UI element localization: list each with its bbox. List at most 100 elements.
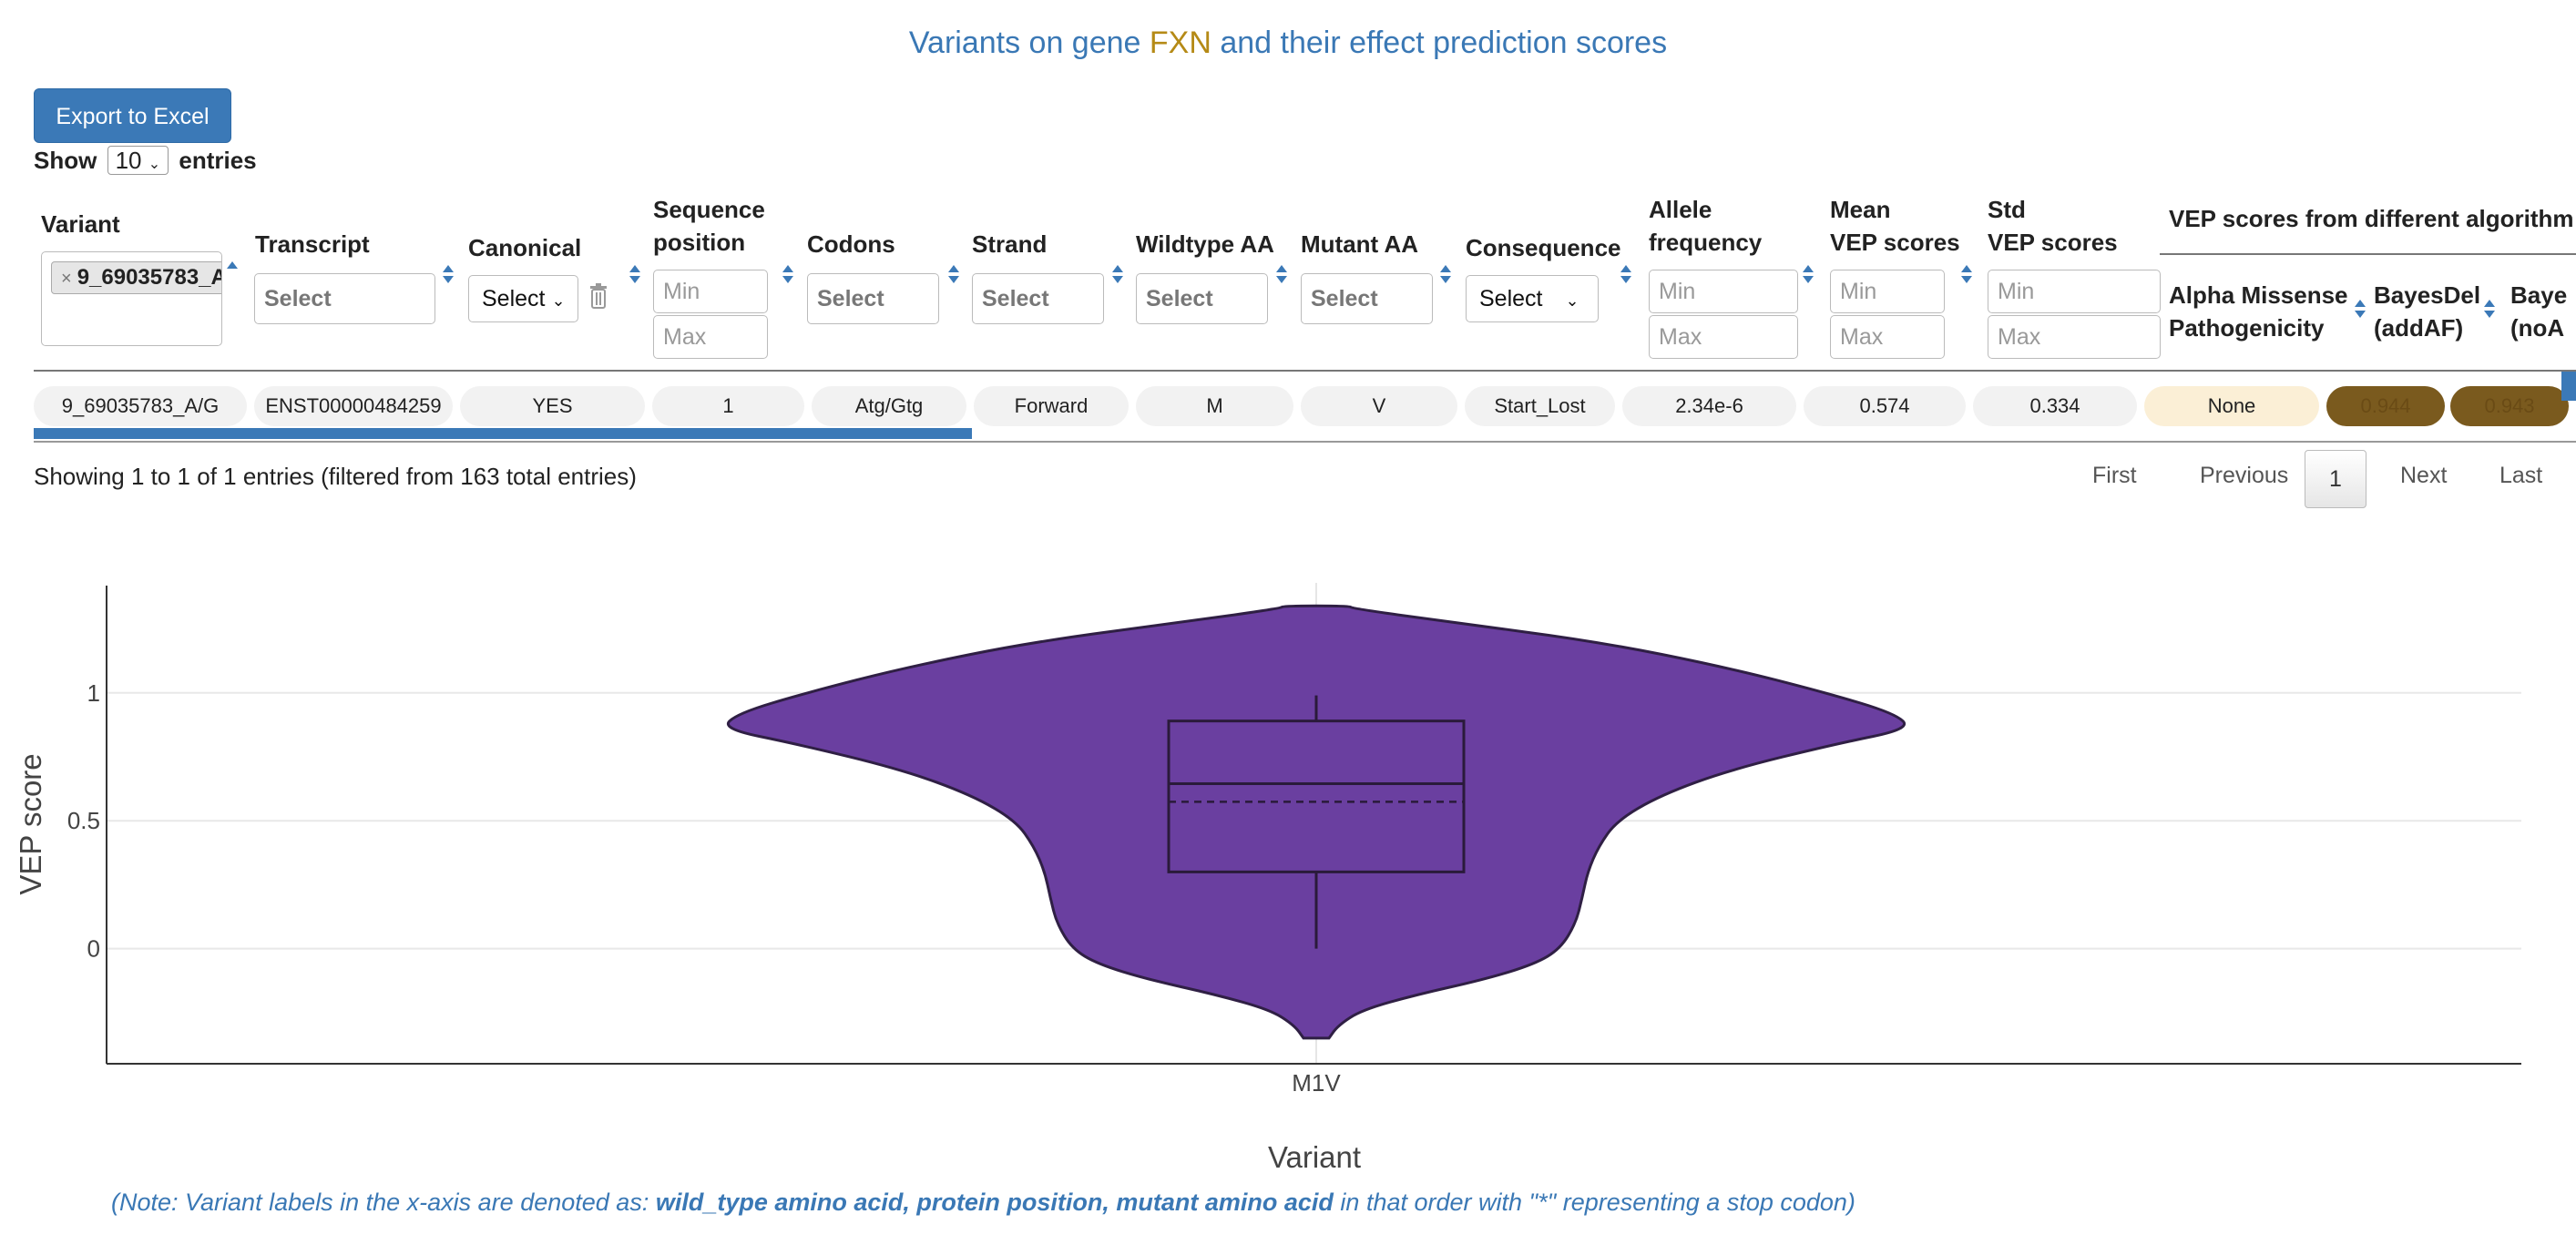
- mutant-filter[interactable]: Select: [1301, 273, 1433, 324]
- sort-icon[interactable]: [1620, 264, 1632, 284]
- page-previous[interactable]: Previous: [2200, 463, 2289, 488]
- col-mean-l2: VEP scores: [1830, 229, 1960, 256]
- col-consequence[interactable]: Consequence: [1466, 234, 1621, 261]
- seqpos-min-input[interactable]: Min: [653, 270, 768, 313]
- sort-icon[interactable]: [947, 264, 960, 284]
- sort-icon[interactable]: [1960, 264, 1973, 284]
- allele-min-input[interactable]: Min: [1649, 270, 1798, 313]
- std-max-input[interactable]: Max: [1988, 315, 2161, 359]
- cell-transcript: ENST00000484259: [254, 386, 453, 426]
- cell-variant: 9_69035783_A/G: [34, 386, 247, 426]
- sort-icon[interactable]: [1111, 264, 1124, 284]
- col-bayes-no-l1: Baye: [2510, 281, 2568, 309]
- variant-filter-box[interactable]: × 9_69035783_A: [41, 251, 222, 346]
- y-tick-labels: 00.51: [67, 679, 100, 963]
- col-bayesdel-noaf[interactable]: Baye (noA: [2510, 279, 2576, 344]
- col-allele-l2: frequency: [1649, 229, 1763, 256]
- col-mean[interactable]: Mean VEP scores: [1830, 193, 1960, 259]
- table-bottom-line: [34, 441, 2576, 443]
- page-first[interactable]: First: [2092, 463, 2137, 488]
- col-transcript[interactable]: Transcript: [255, 230, 370, 258]
- cell-mean-vep: 0.574: [1804, 386, 1966, 426]
- sort-icon[interactable]: [1802, 264, 1814, 284]
- y-tick-label: 0: [87, 935, 100, 963]
- col-std[interactable]: Std VEP scores: [1988, 193, 2118, 259]
- remove-tag-icon[interactable]: ×: [61, 269, 72, 289]
- mean-max-input[interactable]: Max: [1830, 315, 1945, 359]
- variant-filter-tag-label: 9_69035783_A: [77, 265, 222, 290]
- col-mutant[interactable]: Mutant AA: [1301, 230, 1419, 258]
- mean-min-input[interactable]: Min: [1830, 270, 1945, 313]
- col-bayes-no-l2: (noA: [2510, 314, 2565, 342]
- canonical-filter-select[interactable]: Select ⌄: [468, 275, 578, 322]
- col-strand[interactable]: Strand: [972, 230, 1048, 258]
- note-suffix: in that order with "*" representing a st…: [1333, 1189, 1855, 1216]
- col-allele-l1: Allele: [1649, 196, 1712, 223]
- gene-name: FXN: [1149, 26, 1211, 60]
- strand-filter[interactable]: Select: [972, 273, 1104, 324]
- col-std-l1: Std: [1988, 196, 2026, 223]
- cell-mutant: V: [1301, 386, 1457, 426]
- col-bayes-add-l2: (addAF): [2374, 314, 2464, 342]
- sort-icon[interactable]: [629, 264, 641, 284]
- axis-note: (Note: Variant labels in the x-axis are …: [111, 1189, 1855, 1217]
- sort-icon[interactable]: [226, 260, 239, 280]
- length-value: 10: [115, 147, 142, 174]
- page-next[interactable]: Next: [2400, 463, 2448, 488]
- col-bayesdel-addaf[interactable]: BayesDel (addAF): [2374, 279, 2480, 344]
- horizontal-scrollbar[interactable]: [34, 428, 972, 439]
- x-axis-label: Variant: [1268, 1140, 1361, 1174]
- trash-icon[interactable]: [588, 282, 608, 310]
- col-wildtype[interactable]: Wildtype AA: [1136, 230, 1274, 258]
- sort-icon[interactable]: [782, 264, 794, 284]
- variant-filter-tag[interactable]: × 9_69035783_A: [51, 261, 222, 294]
- cell-bayesdel-noaf: 0.943: [2450, 386, 2569, 426]
- sort-icon[interactable]: [2483, 299, 2496, 319]
- note-bold: wild_type amino acid, protein position, …: [655, 1189, 1334, 1216]
- col-alpha-missense[interactable]: Alpha Missense Pathogenicity: [2169, 279, 2348, 344]
- col-std-l2: VEP scores: [1988, 229, 2118, 256]
- col-variant[interactable]: Variant: [41, 210, 120, 238]
- col-group-vep: VEP scores from different algorithm: [2169, 205, 2574, 232]
- transcript-filter[interactable]: Select: [254, 273, 435, 324]
- violin-shape[interactable]: [727, 604, 1906, 1040]
- sort-icon[interactable]: [1439, 264, 1452, 284]
- cell-wildtype: M: [1136, 386, 1293, 426]
- x-tick-label: M1V: [1292, 1069, 1341, 1097]
- iqr-box: [1167, 719, 1466, 873]
- col-seq-pos[interactable]: Sequence position: [653, 193, 765, 259]
- canonical-filter-value: Select: [482, 286, 546, 311]
- header-divider: [34, 370, 2576, 372]
- sort-icon[interactable]: [1275, 264, 1288, 284]
- col-bayes-add-l1: BayesDel: [2374, 281, 2481, 309]
- y-axis-label: VEP score: [14, 753, 47, 894]
- cell-seq-pos: 1: [652, 386, 804, 426]
- codons-filter[interactable]: Select: [807, 273, 939, 324]
- col-alpha-l1: Alpha Missense: [2169, 281, 2348, 309]
- col-mean-l1: Mean: [1830, 196, 1891, 223]
- std-min-input[interactable]: Min: [1988, 270, 2161, 313]
- page-title: Variants on gene FXN and their effect pr…: [0, 26, 2576, 61]
- y-tick-label: 0.5: [67, 807, 100, 834]
- consequence-filter-select[interactable]: Select ⌄: [1466, 275, 1599, 322]
- length-menu: Show 10 ⌄ entries: [34, 146, 257, 175]
- sort-icon[interactable]: [442, 264, 455, 284]
- col-allele[interactable]: Allele frequency: [1649, 193, 1762, 259]
- seqpos-max-input[interactable]: Max: [653, 315, 768, 359]
- page-current[interactable]: 1: [2305, 450, 2366, 508]
- consequence-filter-value: Select: [1479, 286, 1543, 311]
- violin-chart: 00.51 M1V VEP score Variant: [14, 583, 2521, 1174]
- allele-max-input[interactable]: Max: [1649, 315, 1798, 359]
- sort-icon[interactable]: [2354, 299, 2366, 319]
- vertical-scrollbar[interactable]: [2561, 372, 2576, 401]
- page-last[interactable]: Last: [2499, 463, 2543, 488]
- wildtype-filter[interactable]: Select: [1136, 273, 1268, 324]
- col-seq-pos-l2: position: [653, 229, 746, 256]
- col-canonical[interactable]: Canonical: [468, 234, 582, 261]
- length-select[interactable]: 10 ⌄: [107, 146, 169, 175]
- box-plot[interactable]: [1167, 695, 1466, 949]
- col-codons[interactable]: Codons: [807, 230, 895, 258]
- show-label: Show: [34, 147, 97, 174]
- export-excel-button[interactable]: Export to Excel: [34, 88, 231, 143]
- chevron-down-icon: ⌄: [551, 291, 566, 310]
